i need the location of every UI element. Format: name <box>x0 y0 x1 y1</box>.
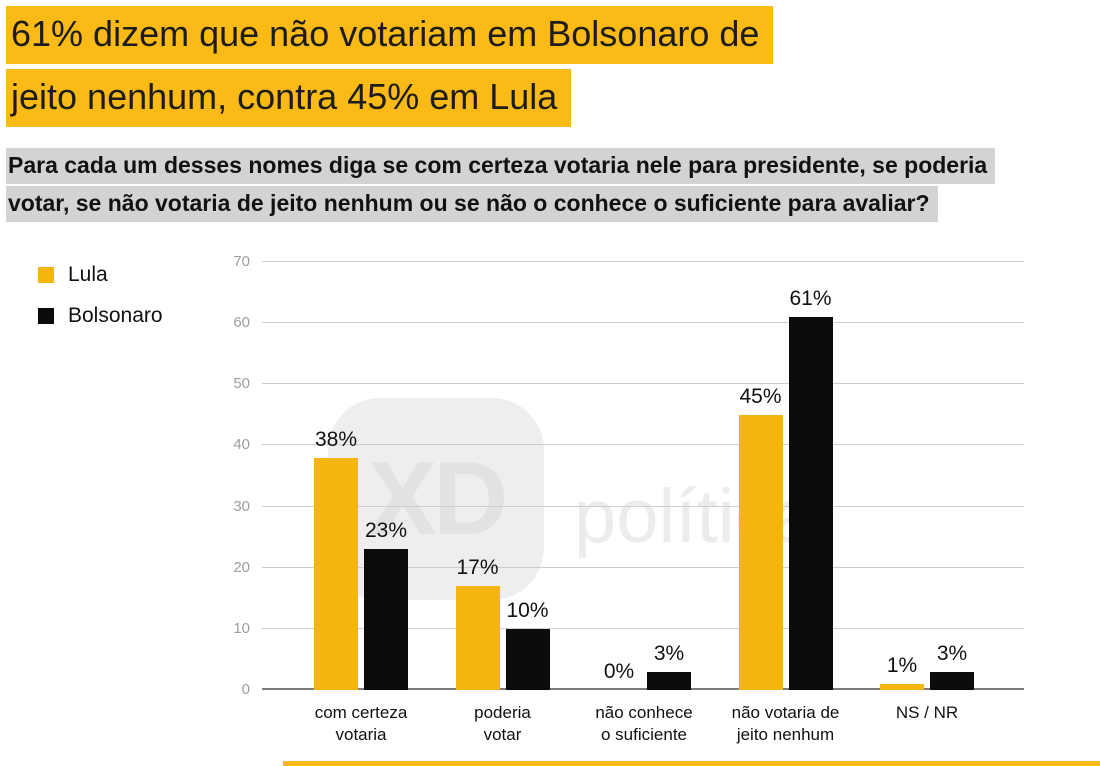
bar-lula-5 <box>880 683 924 690</box>
value-label-lula-4: 45% <box>739 384 782 408</box>
bar-bolsonaro-5 <box>930 671 974 690</box>
value-label-lula-2: 17% <box>456 556 499 580</box>
y-axis-tick-40: 40 <box>233 436 250 454</box>
survey-question: Para cada um desses nomes diga se com ce… <box>6 148 996 224</box>
bar-lula-4 <box>738 414 783 690</box>
value-label-lula-1: 38% <box>314 427 358 451</box>
x-axis-label-1: com certeza votaria <box>314 703 408 744</box>
bar-chart: Lula Bolsonaro XD política 0 10 20 30 40 50 60… <box>0 245 1100 760</box>
y-axis-tick-50: 50 <box>233 375 250 393</box>
bar-bolsonaro-2 <box>505 628 550 690</box>
bar-bolsonaro-1 <box>364 549 408 690</box>
headline: 61% dizem que não votariam em Bolsonaro … <box>6 6 774 132</box>
gridline-70 <box>262 261 1024 262</box>
bottom-yellow-strip <box>283 761 1100 766</box>
headline-line-1: 61% dizem que não votariam em Bolsonaro … <box>6 6 774 64</box>
watermark-xd-text: XD <box>367 440 508 557</box>
value-label-bolsonaro-5: 3% <box>936 641 968 665</box>
bar-bolsonaro-4 <box>788 317 833 690</box>
y-axis-tick-0: 0 <box>241 681 250 698</box>
bolsonaro-color-swatch <box>38 308 54 324</box>
gridline-10 <box>262 627 1024 629</box>
value-label-lula-3: 0% <box>603 660 635 683</box>
gridline-60 <box>262 322 1024 324</box>
gridline-50 <box>262 383 1024 385</box>
legend-label-bolsonaro: Bolsonaro <box>68 304 163 327</box>
legend-item-bolsonaro: Bolsonaro <box>38 304 163 328</box>
gridline-20 <box>262 566 1024 568</box>
y-axis-tick-60: 60 <box>233 314 250 332</box>
gridline-40 <box>262 444 1024 446</box>
gridline-30 <box>262 505 1024 507</box>
plot-area: 0 10 20 30 40 50 60 70 38% 23% com certeza votaria 1… <box>233 253 1024 744</box>
survey-question-line-1: Para cada um desses nomes diga se com ce… <box>6 148 996 184</box>
x-axis-label-5: NS / NR <box>895 703 959 722</box>
value-label-bolsonaro-4: 61% <box>789 287 832 311</box>
value-label-bolsonaro-1: 23% <box>364 519 408 543</box>
y-axis-tick-70: 70 <box>233 253 250 270</box>
x-axis-label-3: não conhece o suficiente <box>595 703 693 744</box>
y-axis-tick-20: 20 <box>233 558 250 576</box>
x-axis-label-4: não votaria de jeito nenhum <box>731 703 840 744</box>
value-label-lula-5: 1% <box>886 653 918 677</box>
lula-color-swatch <box>38 267 54 283</box>
chart-legend: Lula Bolsonaro <box>38 263 163 345</box>
legend-item-lula: Lula <box>38 263 163 287</box>
survey-question-line-2: votar, se não votaria de jeito nenhum ou… <box>6 186 938 222</box>
legend-label-lula: Lula <box>68 263 108 286</box>
bar-lula-2 <box>455 586 500 690</box>
y-axis-tick-10: 10 <box>233 619 250 637</box>
bar-lula-1 <box>314 457 358 690</box>
x-axis-label-2: poderia votar <box>474 703 531 744</box>
gridline-0 <box>262 688 1024 690</box>
y-axis-tick-30: 30 <box>233 497 250 515</box>
value-label-bolsonaro-3: 3% <box>653 641 685 665</box>
headline-line-2: jeito nenhum, contra 45% em Lula <box>6 69 572 127</box>
value-label-bolsonaro-2: 10% <box>506 598 549 622</box>
bar-bolsonaro-3 <box>647 671 691 690</box>
